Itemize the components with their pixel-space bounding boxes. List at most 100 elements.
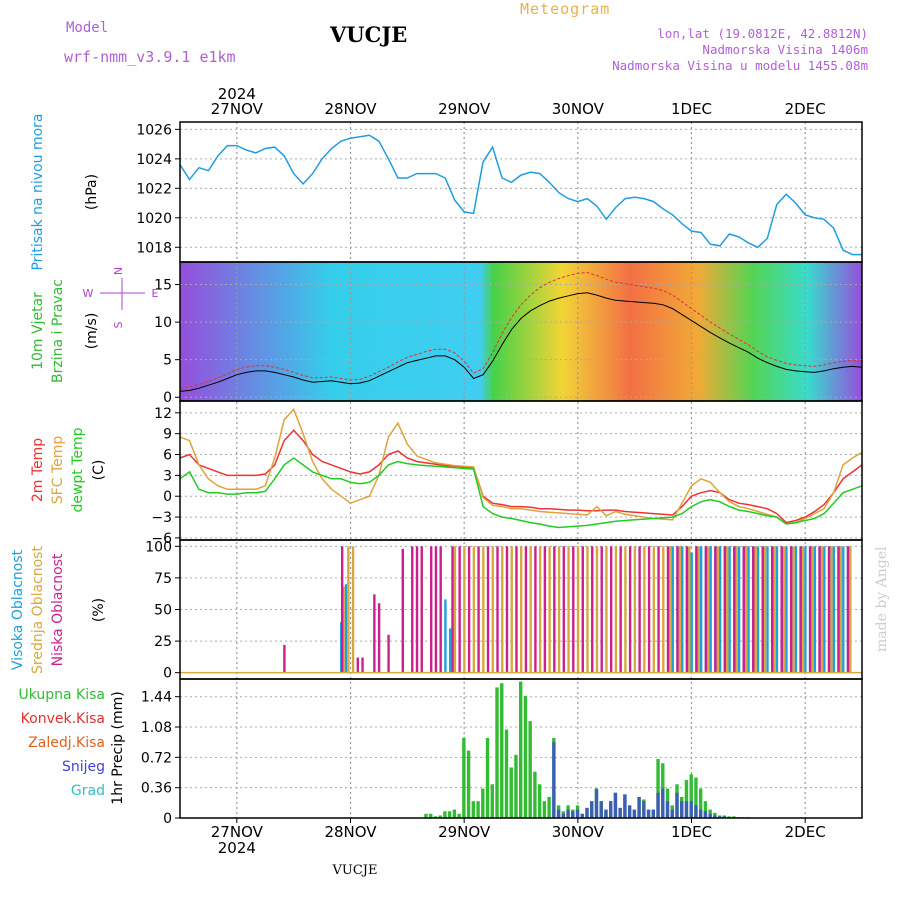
x-tick-label-top: 2DEC bbox=[785, 100, 826, 118]
cloud-bar bbox=[823, 546, 826, 673]
cloud-bar bbox=[792, 546, 795, 673]
model-name: wrf-nmm_v3.9.1 e1km bbox=[64, 48, 236, 66]
x-tick-label-bottom: 30NOV bbox=[552, 823, 605, 841]
cloud-bar bbox=[662, 546, 665, 673]
cloud-bar bbox=[837, 546, 840, 673]
y-tick-label: 1024 bbox=[136, 152, 172, 168]
cloud-bar bbox=[491, 546, 494, 673]
cloud-bar bbox=[652, 546, 656, 673]
cloud-bar bbox=[553, 546, 556, 673]
cloud-bar bbox=[771, 546, 774, 673]
precip-bar bbox=[424, 813, 428, 818]
cloud-bar bbox=[401, 548, 404, 673]
precip-bar bbox=[438, 815, 442, 818]
cloud-bar bbox=[477, 546, 480, 673]
x-tick-label-top: 30NOV bbox=[552, 100, 605, 118]
cloud-bar bbox=[472, 546, 476, 673]
precip-bar bbox=[547, 796, 551, 818]
compass-south-label: S bbox=[112, 321, 125, 328]
cloud-bar bbox=[643, 546, 646, 673]
precip-bar bbox=[519, 681, 523, 818]
cloud-bar bbox=[373, 594, 376, 673]
temperature-line bbox=[179, 407, 863, 525]
precip-bar bbox=[433, 816, 438, 818]
cloud-bar bbox=[347, 546, 350, 673]
precip-bar bbox=[642, 801, 646, 818]
coords-text: lon,lat (19.0812E, 42.8812N) bbox=[657, 26, 868, 41]
y-tick-label: −6 bbox=[151, 531, 172, 547]
precip-bar bbox=[703, 801, 708, 818]
cloud-ylabel-low: Niska Oblacnost bbox=[50, 553, 66, 666]
x-tick-label-top: 1DEC bbox=[671, 100, 712, 118]
cloud-bar bbox=[818, 546, 821, 673]
cloud-bar bbox=[808, 546, 812, 673]
precip-bar bbox=[485, 737, 490, 818]
cloud-bar bbox=[505, 546, 509, 673]
cloud-bar bbox=[515, 546, 518, 673]
precip-bar bbox=[613, 792, 618, 818]
precip-bar bbox=[694, 777, 698, 818]
cloud-bar bbox=[600, 546, 603, 673]
cloud-bar bbox=[448, 628, 452, 673]
precip-bar bbox=[457, 813, 461, 818]
precip-bar bbox=[590, 801, 594, 818]
y-tick-label: 0.72 bbox=[141, 750, 172, 766]
temp-ylabel-sfc: SFC Temp bbox=[50, 436, 66, 505]
cloud-bar bbox=[628, 546, 632, 673]
precip-bar bbox=[514, 754, 518, 818]
cloud-bar bbox=[520, 546, 523, 673]
temperature-line bbox=[179, 429, 863, 524]
cloud-bar bbox=[846, 546, 850, 673]
cloud-bar bbox=[624, 546, 627, 673]
precip-bar bbox=[556, 809, 561, 818]
y-tick-label: 0 bbox=[163, 811, 172, 827]
compass-east-label: E bbox=[152, 287, 159, 300]
precip-bar bbox=[462, 737, 466, 818]
cloud-bar bbox=[548, 546, 551, 673]
year-label-top: 2024 bbox=[218, 85, 256, 103]
y-tick-label: 12 bbox=[154, 406, 172, 422]
precip-bar bbox=[608, 801, 613, 818]
cloud-bar bbox=[733, 546, 736, 673]
cloud-bar bbox=[811, 546, 814, 673]
x-tick-label-bottom: 27NOV bbox=[211, 823, 264, 841]
cloud-bar bbox=[761, 546, 764, 673]
precip-bar bbox=[604, 809, 608, 818]
cloud-bar bbox=[534, 546, 537, 673]
cloud-bar bbox=[496, 546, 499, 673]
precip-bar bbox=[637, 796, 641, 818]
cloud-bar bbox=[595, 546, 599, 673]
x-tick-label-bottom: 2DEC bbox=[785, 823, 826, 841]
cloud-bar bbox=[557, 546, 561, 673]
cloud-bar bbox=[619, 546, 622, 673]
precip-bar bbox=[675, 792, 679, 818]
y-tick-label: 1.08 bbox=[141, 720, 172, 736]
precip-bar bbox=[656, 792, 660, 818]
y-tick-label: 6 bbox=[163, 448, 172, 464]
precip-bar bbox=[585, 807, 589, 818]
precip-bar bbox=[476, 801, 480, 818]
cloud-bar bbox=[572, 546, 575, 673]
cloud-bar bbox=[718, 546, 722, 673]
cloud-bar bbox=[785, 546, 788, 673]
y-tick-label: 1020 bbox=[136, 211, 172, 227]
x-tick-label-top: 28NOV bbox=[324, 100, 377, 118]
precip-bar bbox=[566, 809, 570, 818]
precip-bar bbox=[689, 774, 693, 818]
cloud-bar bbox=[794, 546, 798, 673]
cloud-bar bbox=[773, 546, 776, 673]
precip-bar bbox=[713, 815, 717, 818]
cloud-bar bbox=[411, 546, 414, 673]
x-tick-label-bottom: 1DEC bbox=[671, 823, 712, 841]
cloud-bar bbox=[707, 546, 710, 673]
cloud-bar bbox=[614, 546, 618, 673]
cloud-bar bbox=[849, 546, 852, 673]
y-tick-label: 0 bbox=[163, 666, 172, 682]
precip-bar bbox=[471, 801, 476, 818]
y-tick-label: 0.36 bbox=[141, 781, 172, 797]
y-tick-label: −3 bbox=[151, 510, 172, 526]
cloud-bar bbox=[486, 546, 490, 673]
precip-bar bbox=[481, 788, 485, 818]
precip-bar bbox=[627, 805, 632, 818]
